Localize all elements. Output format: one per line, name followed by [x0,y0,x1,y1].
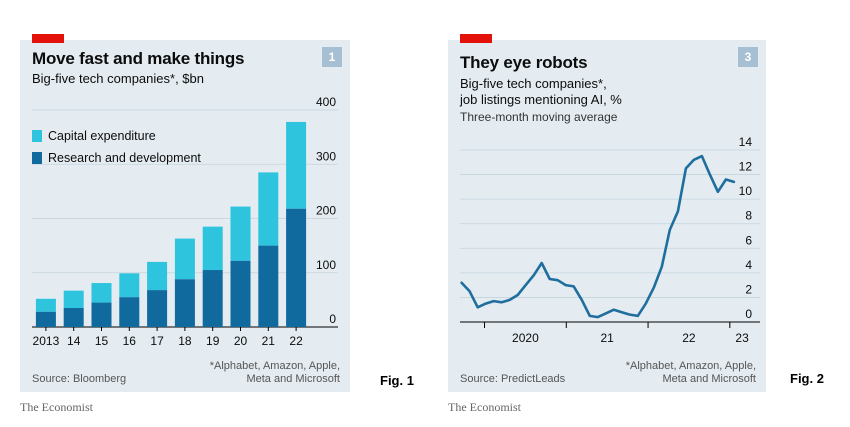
x-tick-label: 23 [735,331,749,345]
y-tick-label: 2 [745,282,752,296]
bar-chart: 0 100 200 300 400 2013 14 15 16 17 18 19 20 21 22 [20,40,350,392]
series-line-ai-jobs [462,156,734,317]
line-chart: 0 2 4 6 8 10 12 14 2020 21 22 23 [448,40,766,392]
x-tick-label: 22 [682,331,696,345]
y-tick-label: 4 [745,258,752,272]
y-tick-label: 12 [739,160,753,174]
chart-footnote-line2: Meta and Microsoft [246,373,340,386]
y-tick-label: 300 [316,149,336,163]
bar-rnd [203,270,223,327]
legend-label-capex: Capital expenditure [48,129,156,143]
x-tick-label: 14 [67,334,81,348]
chart-source: Source: PredictLeads [460,373,565,385]
bar-capex [258,172,278,245]
chart-footnote-line1: *Alphabet, Amazon, Apple, [626,360,756,373]
y-tick-label: 0 [745,307,752,321]
x-tick-label: 15 [95,334,109,348]
bar-capex [119,273,139,297]
bar-capex [64,291,84,308]
y-tick-label: 8 [745,209,752,223]
bar-capex [147,262,167,290]
bar-rnd [119,297,139,327]
bar-capex [175,239,195,280]
bar-capex [286,122,306,209]
bar-rnd [286,209,306,327]
legend-swatch-rnd [32,152,42,164]
publisher-credit: The Economist [20,400,93,415]
x-tick-label: 19 [206,334,220,348]
bar-rnd [230,261,250,327]
bar-rnd [36,312,56,327]
y-tick-label: 10 [739,184,753,198]
bar-rnd [64,308,84,327]
bar-rnd [91,303,111,327]
bar-capex [36,299,56,312]
x-tick-label: 2020 [512,331,539,345]
x-tick-label: 20 [234,334,248,348]
chart-panel-ai-jobs: They eye robots Big-five tech companies*… [448,40,766,392]
y-tick-label: 6 [745,233,752,247]
y-tick-label: 400 [316,95,336,109]
publisher-credit: The Economist [448,400,521,415]
x-tick-label: 18 [178,334,192,348]
x-tick-label: 21 [600,331,614,345]
chart-source: Source: Bloomberg [32,373,126,385]
bar-rnd [147,290,167,327]
legend-swatch-capex [32,130,42,142]
x-tick-label: 22 [289,334,303,348]
chart-footnote-line1: *Alphabet, Amazon, Apple, [210,360,340,373]
legend-item-rnd: Research and development [32,151,201,165]
bar-capex [203,227,223,270]
bar-capex [91,283,111,303]
y-tick-label: 200 [316,204,336,218]
figure-label: Fig. 1 [380,373,414,388]
x-tick-label: 16 [123,334,137,348]
y-tick-label: 0 [329,312,336,326]
y-tick-label: 100 [316,258,336,272]
bar-capex [230,207,250,261]
legend-label-rnd: Research and development [48,151,201,165]
chart-panel-capex-rnd: Move fast and make things Big-five tech … [20,40,350,392]
x-tick-label: 21 [262,334,276,348]
bar-rnd [258,246,278,327]
chart-footnote-line2: Meta and Microsoft [662,373,756,386]
figure-label: Fig. 2 [790,371,824,386]
y-tick-label: 14 [739,135,753,149]
legend-item-capex: Capital expenditure [32,129,156,143]
bar-rnd [175,279,195,327]
x-tick-label: 17 [150,334,164,348]
x-tick-label: 2013 [33,334,60,348]
